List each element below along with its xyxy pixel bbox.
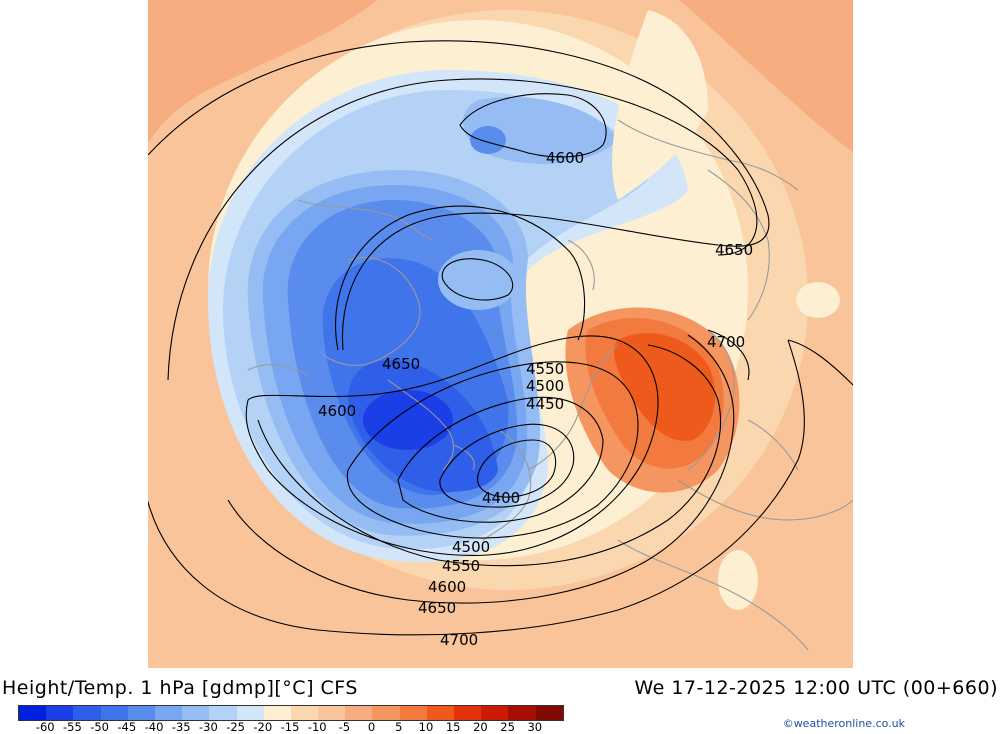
legend-swatch xyxy=(290,706,319,720)
contour-4400 xyxy=(476,439,557,498)
legend-tick-label: 30 xyxy=(527,720,543,734)
legend-tick-label: -60 xyxy=(35,720,55,734)
coastlines xyxy=(247,119,853,651)
temp-field-warm-ne xyxy=(679,0,853,153)
legend-tick-label: 25 xyxy=(500,720,515,734)
height-temp-map: 4600 4650 4700 4650 4600 4550 4500 4450 … xyxy=(148,0,853,668)
legend-swatch xyxy=(46,706,74,720)
contour-label: 4700 xyxy=(440,631,478,649)
legend-tick-label: 20 xyxy=(473,720,488,734)
contour-4500 xyxy=(397,396,604,523)
contour-label: 4600 xyxy=(546,149,584,167)
legend-swatch xyxy=(100,706,128,720)
legend-swatch xyxy=(154,706,183,720)
legend-swatch xyxy=(236,706,264,720)
contour-4650-ring xyxy=(167,78,758,381)
legend-tick-label: -15 xyxy=(280,720,300,734)
legend-swatch xyxy=(508,706,536,720)
legend-ticks: -60 -55 -50 -45 -40 -35 -30 -25 -20 -15 -10 -5 0 5 10 1… xyxy=(18,720,578,734)
valid-time: We 17-12-2025 12:00 UTC (00+660) xyxy=(634,677,998,699)
legend-swatch xyxy=(481,706,509,720)
legend-tick-label: -20 xyxy=(253,720,273,734)
legend-tick-label: -10 xyxy=(307,720,327,734)
contour-label: 4450 xyxy=(526,395,564,413)
contour-label: 4500 xyxy=(526,377,564,395)
legend-tick-label: -50 xyxy=(90,720,109,734)
legend-swatch xyxy=(345,706,373,720)
map-panel: 4600 4650 4700 4650 4600 4550 4500 4450 … xyxy=(148,0,853,668)
legend-tick-label: 5 xyxy=(395,720,403,734)
legend-tick-label: -25 xyxy=(226,720,245,734)
temp-field-cream-spot-1 xyxy=(796,282,840,318)
contour-label: 4550 xyxy=(442,557,480,575)
temp-field-warm-nw xyxy=(148,0,377,143)
contour-label: 4550 xyxy=(526,360,564,378)
legend-tick-label: 0 xyxy=(367,720,376,734)
contour-4550 xyxy=(346,361,639,539)
legend-swatch xyxy=(182,706,210,720)
legend-tick-label: -40 xyxy=(144,720,164,734)
legend-tick-label: -5 xyxy=(338,720,351,734)
contour-4650-south xyxy=(227,334,735,604)
contour-4550-outer xyxy=(257,344,722,567)
contour-label: 4650 xyxy=(382,355,420,373)
contour-4450 xyxy=(439,423,575,508)
contour-4650-inner xyxy=(335,205,586,351)
contour-label: 4600 xyxy=(428,578,466,596)
legend-swatch xyxy=(318,706,346,720)
legend-swatch xyxy=(73,706,101,720)
temp-field-cream-spot-2 xyxy=(718,550,758,610)
contour-label: 4400 xyxy=(482,489,520,507)
contour-4700 xyxy=(148,339,853,636)
contour-label: 4600 xyxy=(318,402,356,420)
credit-link[interactable]: ©weatheronline.co.uk xyxy=(782,717,905,730)
legend-tick-label: 10 xyxy=(418,720,434,734)
temp-field-cream-north xyxy=(612,10,708,200)
contour-label: 4700 xyxy=(707,333,745,351)
contour-fragment xyxy=(707,329,750,381)
contour-label: 4650 xyxy=(715,241,753,259)
map-title: Height/Temp. 1 hPa [gdmp][°C] CFS xyxy=(2,677,358,699)
contour-label: 4650 xyxy=(418,599,456,617)
temp-field-blue-spot xyxy=(470,126,506,154)
legend-tick-label: -30 xyxy=(198,720,218,734)
legend-tick-label: 15 xyxy=(445,720,461,734)
legend-tick-label: -55 xyxy=(62,720,82,734)
contour-4600-inner xyxy=(441,258,514,301)
temp-field-warm-core xyxy=(613,333,716,441)
temp-field-blue-core xyxy=(363,390,453,450)
legend-swatch xyxy=(426,706,454,720)
legend-tick-label: -45 xyxy=(117,720,137,734)
legend-tick-label: -35 xyxy=(171,720,191,734)
legend-swatch xyxy=(263,706,291,720)
contour-4600-main xyxy=(245,335,659,556)
contour-label: 4500 xyxy=(452,538,490,556)
color-legend xyxy=(18,705,564,721)
legend-swatch xyxy=(127,706,155,720)
legend-swatch xyxy=(399,706,427,720)
legend-swatch xyxy=(372,706,400,720)
contour-4650-outer xyxy=(148,40,770,351)
legend-swatch xyxy=(535,706,563,720)
contour-4600-north xyxy=(459,93,607,158)
legend-swatch xyxy=(209,706,237,720)
legend-swatch xyxy=(19,706,47,720)
legend-swatch xyxy=(454,706,482,720)
